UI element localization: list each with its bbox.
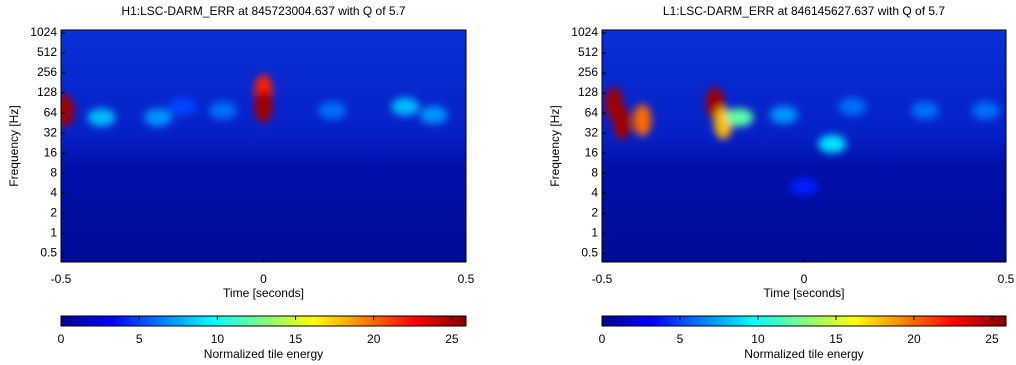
y-tick-label: 128: [578, 85, 598, 99]
energy-tile: [838, 97, 867, 116]
energy-tile: [209, 101, 237, 120]
colorbar-tick-label: 15: [829, 332, 843, 346]
y-tick-label: 512: [37, 45, 57, 59]
energy-tile: [144, 108, 173, 127]
energy-tile: [818, 134, 847, 153]
energy-tile: [725, 108, 754, 127]
y-tick-label: 256: [578, 65, 598, 79]
x-tick-label: 0: [260, 272, 267, 286]
y-axis-label: Frequency [Hz]: [548, 105, 562, 186]
y-tick-label: 1024: [571, 25, 598, 39]
x-axis-label: Time [seconds]: [223, 286, 304, 300]
x-tick-label: -0.5: [592, 272, 613, 286]
x-tick-label: 0.5: [458, 272, 475, 286]
energy-tile: [633, 104, 652, 137]
y-tick-label: 64: [585, 105, 599, 119]
energy-tile: [391, 97, 420, 116]
spots: [605, 87, 1000, 196]
energy-tile: [61, 94, 75, 127]
colorbar-tick-label: 20: [907, 332, 921, 346]
y-tick-label: 16: [44, 145, 58, 159]
y-tick-label: 1024: [30, 25, 57, 39]
colorbar: [601, 315, 1007, 327]
energy-tile: [790, 177, 818, 196]
y-tick-label: 0.5: [581, 245, 598, 259]
colorbar-tick-label: 15: [289, 332, 303, 346]
y-tick-label: 16: [585, 145, 599, 159]
x-tick-label: 0: [801, 272, 808, 286]
x-tick-label: -0.5: [51, 272, 72, 286]
energy-tile: [318, 101, 347, 120]
y-tick-label: 2: [50, 205, 57, 219]
colorbar-tick-label: 0: [58, 332, 65, 346]
y-tick-label: 1: [50, 225, 57, 239]
y-tick-label: 8: [50, 165, 57, 179]
colorbar-label: Normalized tile energy: [744, 347, 863, 361]
chart-title: L1:LSC-DARM_ERR at 846145627.637 with Q …: [663, 4, 945, 18]
colorbar-tick-label: 25: [985, 332, 999, 346]
colorbar-tick-label: 5: [677, 332, 684, 346]
plot-background: [602, 30, 1006, 262]
plot-background: [61, 30, 466, 262]
y-tick-label: 256: [37, 65, 57, 79]
y-tick-label: 8: [591, 165, 598, 179]
colorbar-tick-label: 10: [211, 332, 225, 346]
energy-tile: [168, 97, 197, 116]
colorbar-tick-label: 5: [136, 332, 143, 346]
colorbar: [60, 315, 467, 327]
energy-tile: [769, 105, 798, 124]
x-axis-label: Time [seconds]: [764, 286, 845, 300]
y-tick-label: 32: [585, 125, 599, 139]
colorbar-tick-label: 20: [367, 332, 381, 346]
spots: [61, 74, 448, 127]
energy-tile: [971, 101, 1000, 120]
y-tick-label: 4: [591, 185, 598, 199]
y-tick-label: 128: [37, 85, 57, 99]
colorbar-tick-label: 0: [599, 332, 606, 346]
chart-title: H1:LSC-DARM_ERR at 845723004.637 with Q …: [121, 4, 405, 18]
colorbar-label: Normalized tile energy: [204, 347, 323, 361]
y-tick-label: 64: [44, 105, 58, 119]
energy-tile: [254, 90, 273, 123]
energy-tile: [87, 108, 116, 127]
y-tick-label: 4: [50, 185, 57, 199]
y-tick-label: 2: [591, 205, 598, 219]
energy-tile: [419, 105, 448, 124]
y-axis-label: Frequency [Hz]: [7, 105, 21, 186]
y-tick-label: 1: [591, 225, 598, 239]
y-tick-label: 0.5: [40, 245, 57, 259]
y-tick-label: 32: [44, 125, 58, 139]
colorbar-tick-label: 25: [445, 332, 459, 346]
colorbar-tick-label: 10: [751, 332, 765, 346]
energy-tile: [613, 107, 632, 140]
y-tick-label: 512: [578, 45, 598, 59]
x-tick-label: 0.5: [998, 272, 1015, 286]
energy-tile: [911, 101, 940, 120]
